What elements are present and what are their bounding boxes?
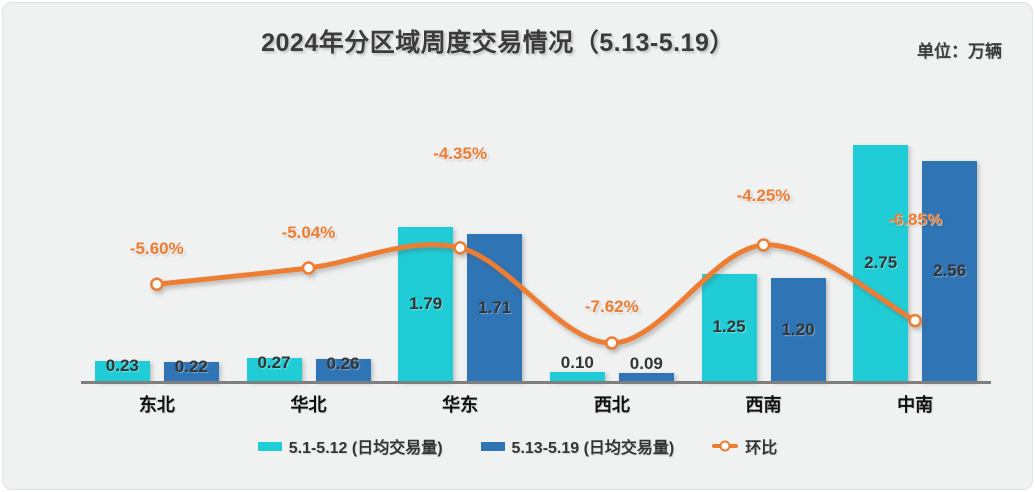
bar-week2 xyxy=(163,362,219,381)
bar-value-label: 2.75 xyxy=(864,253,898,273)
legend-swatch-week1 xyxy=(257,441,282,451)
bar-value-label: 0.23 xyxy=(105,356,139,376)
bar-value-label: 1.79 xyxy=(409,294,443,314)
line-value-label: -4.35% xyxy=(433,143,488,163)
bar-week1 xyxy=(94,361,150,381)
legend-label-week1: 5.1-5.12 (日均交易量) xyxy=(288,440,443,457)
legend-item-week2: 5.13-5.19 (日均交易量) xyxy=(480,434,675,458)
line-marker xyxy=(150,277,164,292)
bar-value-label: 1.20 xyxy=(781,319,815,339)
category-label: 东北 xyxy=(138,395,175,415)
x-axis-line xyxy=(81,381,991,384)
bar-value-label: 0.22 xyxy=(174,357,208,377)
category-label: 华东 xyxy=(442,395,479,415)
line-marker xyxy=(301,261,316,275)
line-marker xyxy=(453,241,467,255)
bar-week1 xyxy=(246,357,302,381)
bar-week1 xyxy=(549,372,605,381)
legend-label-ratio: 环比 xyxy=(745,440,778,457)
category-label: 西北 xyxy=(593,395,630,415)
line-value-label: -5.60% xyxy=(129,239,184,259)
legend: 5.1-5.12 (日均交易量) 5.13-5.19 (日均交易量) 环比 xyxy=(3,434,1032,458)
bar-value-label: 1.71 xyxy=(478,297,512,317)
line-marker xyxy=(756,238,771,252)
legend-item-week1: 5.1-5.12 (日均交易量) xyxy=(257,434,443,458)
bar-week2 xyxy=(922,161,978,381)
line-value-label: -4.25% xyxy=(736,185,791,205)
bar-week2 xyxy=(618,373,674,381)
bar-value-label: 2.56 xyxy=(933,261,967,281)
legend-line-swatch xyxy=(712,440,739,452)
plot-area: 0.23 0.27 1.79 0.10 1.25 2.75 0.22 0.26 1.71 0.09… xyxy=(3,3,1032,489)
bar-value-label: 0.26 xyxy=(326,353,360,373)
bar-value-label: 0.10 xyxy=(560,353,594,373)
bar-value-label: 0.09 xyxy=(629,354,663,374)
category-label: 华北 xyxy=(290,395,327,415)
bar-value-label: 0.27 xyxy=(257,352,291,372)
line-value-label: -7.62% xyxy=(584,297,639,317)
category-label: 西南 xyxy=(745,395,782,415)
legend-marker-dot xyxy=(719,440,731,452)
line-marker xyxy=(908,313,922,328)
bar-value-label: 1.25 xyxy=(712,317,746,337)
line-value-label: -6.85% xyxy=(888,209,943,229)
bar-week2 xyxy=(315,358,371,381)
line-marker xyxy=(605,336,619,350)
line-value-label: -5.04% xyxy=(281,222,336,242)
legend-swatch-week2 xyxy=(480,441,505,451)
chart-title: 2024年分区域周度交易情况（5.13-5.19） xyxy=(261,29,735,57)
unit-label: 单位：万辆 xyxy=(917,42,1002,61)
category-label: 中南 xyxy=(897,395,934,415)
legend-label-week2: 5.13-5.19 (日均交易量) xyxy=(511,440,675,457)
legend-item-ratio: 环比 xyxy=(712,434,777,458)
